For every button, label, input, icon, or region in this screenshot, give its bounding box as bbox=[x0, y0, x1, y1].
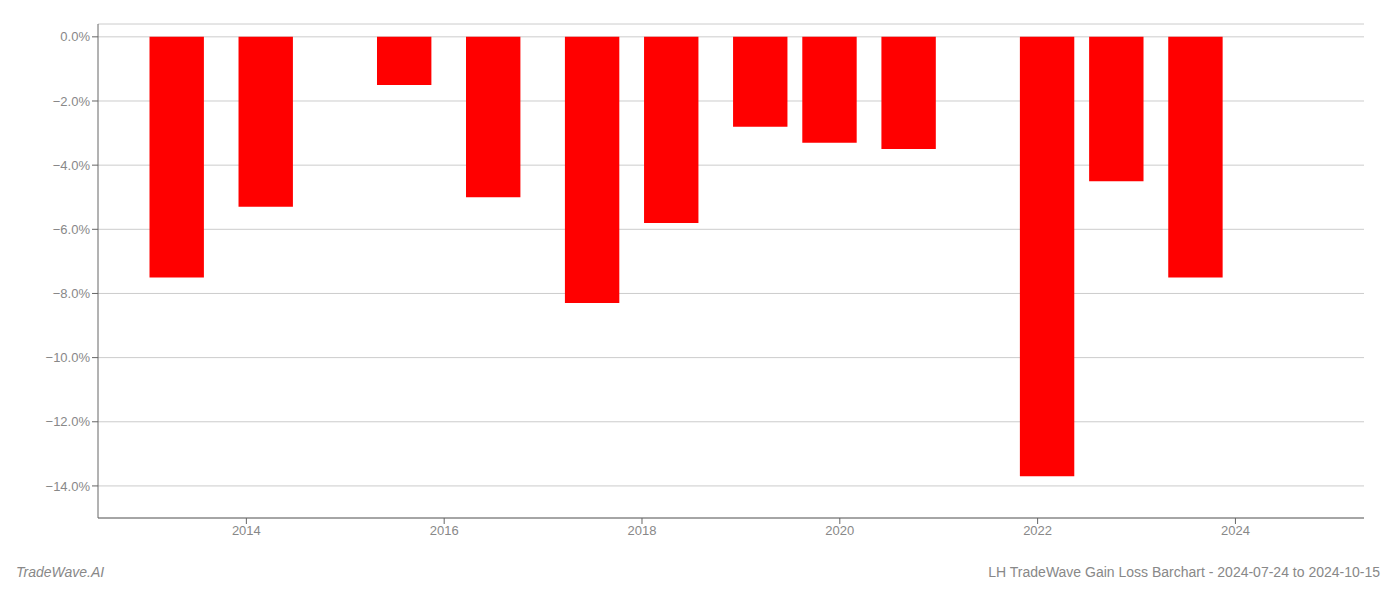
svg-text:−12.0%: −12.0% bbox=[46, 414, 91, 429]
svg-text:2020: 2020 bbox=[825, 523, 854, 538]
svg-text:−6.0%: −6.0% bbox=[53, 222, 91, 237]
svg-text:−2.0%: −2.0% bbox=[53, 94, 91, 109]
html-text:LH TradeWave Gain Loss Barchar: LH TradeWave Gain Loss Barchart - 2024-0… bbox=[988, 564, 1380, 580]
svg-text:−14.0%: −14.0% bbox=[46, 479, 91, 494]
svg-text:−10.0%: −10.0% bbox=[46, 350, 91, 365]
svg-text:2016: 2016 bbox=[430, 523, 459, 538]
svg-text:2024: 2024 bbox=[1221, 523, 1250, 538]
svg-text:−8.0%: −8.0% bbox=[53, 286, 91, 301]
svg-text:2018: 2018 bbox=[628, 523, 657, 538]
svg-text:2022: 2022 bbox=[1023, 523, 1052, 538]
svg-text:2014: 2014 bbox=[232, 523, 261, 538]
svg-text:0.0%: 0.0% bbox=[60, 29, 90, 44]
svg-text:−4.0%: −4.0% bbox=[53, 158, 91, 173]
html-text:TradeWave.AI: TradeWave.AI bbox=[16, 564, 105, 580]
